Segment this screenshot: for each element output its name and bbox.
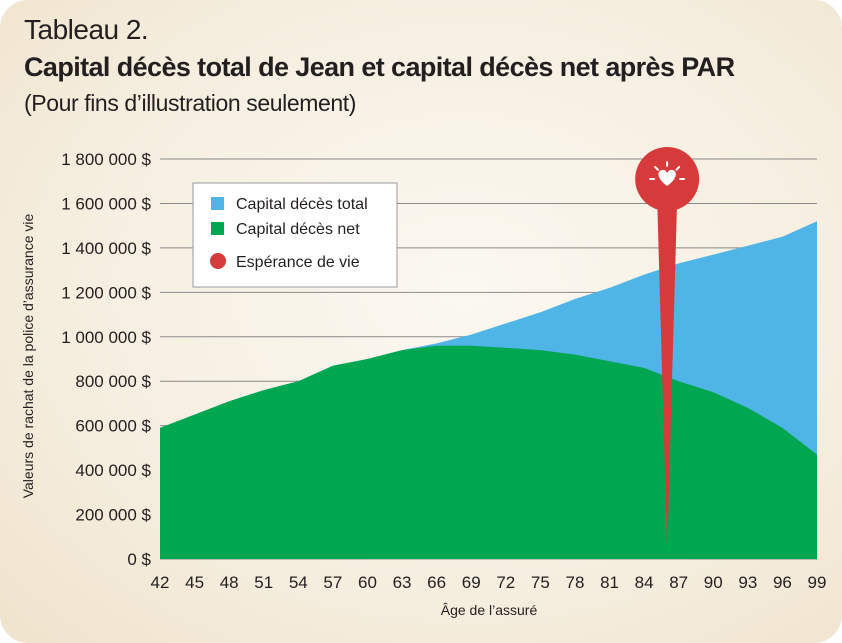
legend-label-life-expectancy: Espérance de vie [236,254,360,271]
y-tick-label: 200 000 $ [75,506,151,525]
x-axis-ticks: 42 45 48 51 54 57 60 63 66 69 72 75 78 81 84 87 90 93 96 99 [151,573,827,592]
x-tick-label: 81 [600,573,619,592]
legend: Capital décès total Capital décès net Es… [192,182,398,288]
x-tick-label: 60 [358,573,377,592]
legend-swatch-net [211,222,224,235]
y-tick-label: 1 000 000 $ [61,328,151,347]
legend-label-total: Capital décès total [236,196,368,213]
x-tick-label: 75 [531,573,550,592]
x-tick-label: 63 [393,573,412,592]
x-tick-label: 51 [254,573,273,592]
x-tick-label: 78 [565,573,584,592]
x-tick-label: 87 [669,573,688,592]
heart-shape [658,169,676,186]
x-tick-label: 48 [220,573,239,592]
x-tick-label: 66 [427,573,446,592]
y-tick-label: 1 600 000 $ [61,194,151,213]
x-tick-label: 84 [635,573,654,592]
y-tick-label: 0 $ [127,550,151,569]
chart-subtitle: (Pour fins d’illustration seulement) [24,90,357,116]
legend-label-net: Capital décès net [236,221,360,238]
chart-label: Tableau 2. [24,14,149,45]
legend-box [192,182,398,288]
x-tick-label: 90 [704,573,723,592]
x-tick-label: 93 [738,573,757,592]
heart-icon [649,161,686,186]
heart-ray [654,165,659,171]
y-axis-label: Valeurs de rachat de la police d’assuran… [20,214,36,499]
x-tick-label: 72 [496,573,515,592]
legend-swatch-total [211,197,224,210]
y-tick-label: 1 800 000 $ [61,150,151,169]
life-expectancy-marker [635,147,700,551]
y-tick-label: 1 400 000 $ [61,239,151,258]
x-tick-label: 42 [151,573,170,592]
y-tick-label: 800 000 $ [75,372,151,391]
data-areas [160,221,817,559]
x-tick-label: 45 [185,573,204,592]
area-net [160,345,817,559]
life-expectancy-needle [657,199,678,551]
y-tick-label: 1 200 000 $ [61,283,151,302]
legend-swatch-life-expectancy [210,253,226,269]
y-axis-ticks: 0 $ 200 000 $ 400 000 $ 600 000 $ 800 000 $ 1… [61,150,151,569]
x-axis-label: Âge de l’assuré [441,602,538,618]
x-tick-label: 99 [808,573,827,592]
x-tick-label: 69 [462,573,481,592]
y-tick-label: 400 000 $ [75,461,151,480]
x-tick-label: 96 [773,573,792,592]
x-tick-label: 54 [289,573,308,592]
heart-ray [675,165,681,171]
x-tick-label: 57 [323,573,342,592]
y-tick-label: 600 000 $ [75,417,151,436]
chart-title: Capital décès total de Jean et capital d… [24,52,735,82]
